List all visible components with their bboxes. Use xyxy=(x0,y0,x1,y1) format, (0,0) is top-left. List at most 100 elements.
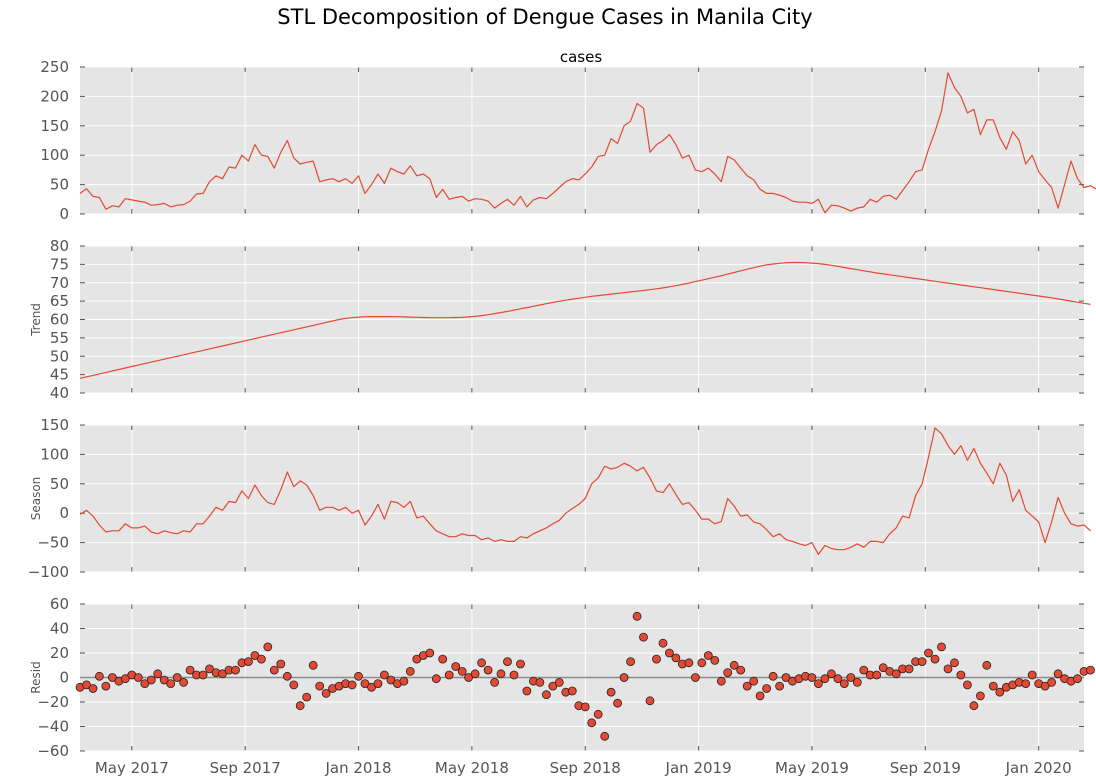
resid-point xyxy=(1027,670,1037,680)
resid-point xyxy=(613,698,622,708)
resid-point xyxy=(276,659,286,669)
resid-point xyxy=(723,668,733,677)
resid-point xyxy=(995,687,1005,697)
y-tick-label: −60 xyxy=(37,742,69,760)
resid-point xyxy=(231,665,240,675)
resid-point xyxy=(852,678,862,687)
series-line-trend xyxy=(79,261,1091,379)
resid-point xyxy=(658,638,668,648)
resid-point xyxy=(457,667,467,676)
y-tick-label: 50 xyxy=(50,176,69,194)
y-tick-label: 150 xyxy=(40,117,69,135)
resid-point xyxy=(988,681,998,691)
resid-point xyxy=(762,684,771,693)
resid-point xyxy=(367,682,376,692)
resid-point xyxy=(639,632,648,642)
resid-point xyxy=(807,673,817,682)
resid-point xyxy=(431,674,441,684)
resid-point xyxy=(755,691,765,701)
x-tick-label: Sep 2018 xyxy=(550,759,621,777)
resid-point xyxy=(969,701,979,711)
resid-point xyxy=(542,690,551,699)
resid-point xyxy=(405,667,415,676)
resid-point xyxy=(554,678,564,687)
resid-point xyxy=(425,648,435,658)
y-tick-label: 40 xyxy=(50,620,69,638)
resid-point xyxy=(729,660,739,670)
resid-point xyxy=(600,731,610,741)
y-tick-label: −100 xyxy=(28,563,69,581)
panels: 050100150200250404550556065707580Trend−1… xyxy=(28,58,1096,760)
resid-point xyxy=(88,684,98,693)
resid-point xyxy=(736,665,746,675)
resid-point xyxy=(354,671,363,681)
y-axis-label: Resid xyxy=(29,661,43,693)
resid-point xyxy=(904,664,914,674)
resid-point xyxy=(185,665,195,675)
resid-point xyxy=(878,663,888,673)
resid-point xyxy=(814,679,823,688)
y-tick-label: 45 xyxy=(50,366,69,384)
resid-point xyxy=(619,673,629,682)
resid-point xyxy=(665,648,674,658)
resid-point xyxy=(833,674,843,684)
panel-background xyxy=(80,425,1084,572)
resid-point xyxy=(269,665,279,675)
resid-point xyxy=(691,673,700,682)
resid-point xyxy=(859,665,869,675)
y-tick-label: 80 xyxy=(50,237,69,255)
resid-point xyxy=(768,671,778,681)
resid-point xyxy=(218,669,227,679)
series-line-season xyxy=(79,427,1091,556)
resid-point xyxy=(509,670,519,680)
resid-point xyxy=(652,654,661,664)
resid-point xyxy=(321,689,331,698)
y-tick-label: 50 xyxy=(50,347,69,365)
resid-point xyxy=(503,657,512,666)
resid-point xyxy=(950,658,959,668)
y-tick-label: 200 xyxy=(40,87,69,105)
resid-point xyxy=(179,678,189,687)
y-tick-label: 55 xyxy=(50,329,69,347)
resid-point xyxy=(263,642,273,652)
y-tick-label: 60 xyxy=(50,311,69,329)
x-tick-label: Jan 2019 xyxy=(665,759,732,777)
y-tick-label: 65 xyxy=(50,292,69,310)
resid-point xyxy=(438,654,448,664)
y-tick-label: 0 xyxy=(59,205,69,223)
resid-point xyxy=(839,679,849,688)
resid-point xyxy=(1086,665,1095,675)
resid-point xyxy=(373,679,383,688)
resid-point xyxy=(697,658,707,668)
resid-point xyxy=(101,681,111,691)
resid-point xyxy=(308,660,318,670)
resid-point xyxy=(716,676,726,686)
panel-background xyxy=(80,67,1084,214)
y-tick-label: 20 xyxy=(50,644,69,662)
y-tick-label: 100 xyxy=(40,146,69,164)
resid-point xyxy=(645,696,655,706)
y-tick-label: −20 xyxy=(37,693,69,711)
resid-point xyxy=(477,658,487,668)
resid-point xyxy=(781,673,791,682)
chart-title: STL Decomposition of Dengue Cases in Man… xyxy=(277,5,812,29)
y-tick-label: 70 xyxy=(50,274,69,292)
resid-point xyxy=(295,701,305,711)
resid-point xyxy=(243,657,253,666)
resid-point xyxy=(464,673,474,682)
resid-point xyxy=(205,664,214,674)
y-tick-label: 0 xyxy=(59,669,69,687)
resid-point xyxy=(820,674,830,684)
subplot-title: cases xyxy=(560,48,602,66)
y-tick-label: 100 xyxy=(40,445,69,463)
resid-point xyxy=(775,681,784,691)
x-tick-label: Jan 2018 xyxy=(324,759,391,777)
resid-point xyxy=(120,674,130,684)
resid-point xyxy=(917,657,927,666)
resid-point xyxy=(535,678,545,687)
y-tick-label: 75 xyxy=(50,255,69,273)
resid-point xyxy=(580,702,590,712)
resid-point xyxy=(483,665,493,675)
